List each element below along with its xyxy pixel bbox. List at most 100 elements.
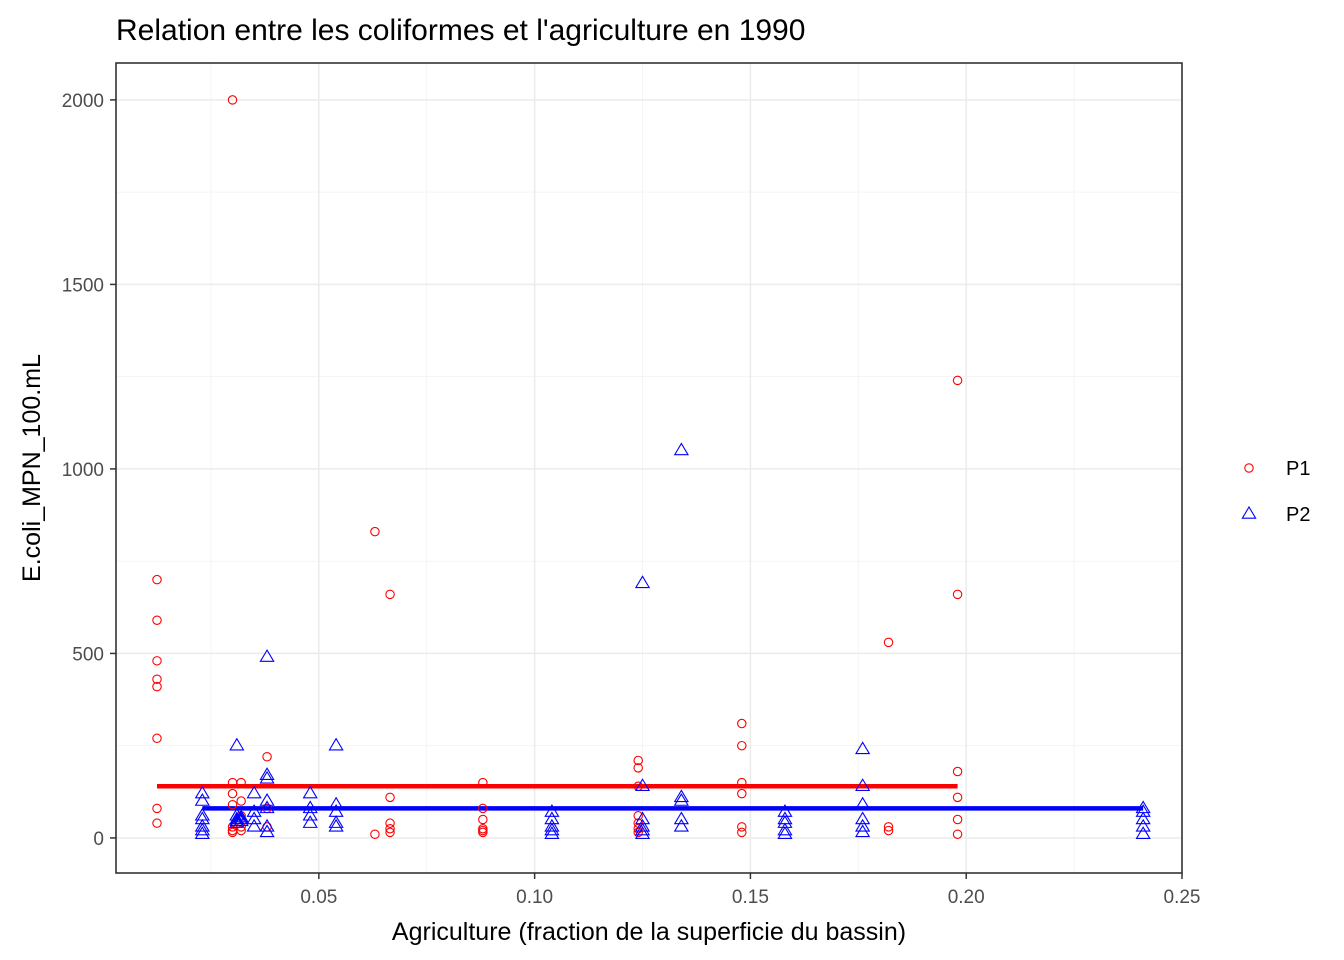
p2-point — [259, 818, 275, 832]
p1-point — [236, 777, 246, 788]
p2-point — [328, 796, 344, 810]
p1-point — [883, 825, 894, 836]
legend-p2-key — [1241, 505, 1257, 519]
p2-point — [259, 824, 275, 838]
gridlines — [116, 63, 1183, 873]
p1-point — [152, 656, 162, 666]
p1-point — [227, 95, 238, 105]
p1-point — [152, 803, 162, 814]
p1-point — [952, 814, 963, 825]
p2-point — [673, 442, 689, 456]
p1-point — [152, 674, 162, 685]
p1-point — [952, 375, 963, 386]
legend: P1 P2 — [1241, 458, 1310, 526]
p2-point — [233, 811, 249, 825]
p1-point — [737, 740, 747, 751]
p2-point — [634, 778, 651, 792]
p1-point — [385, 818, 395, 828]
p1-point — [737, 788, 747, 799]
p1-point — [633, 823, 643, 834]
p2-point — [259, 770, 275, 784]
p2-point — [544, 826, 560, 840]
p1-point — [152, 615, 162, 625]
p2-point — [777, 815, 793, 828]
p2-point — [855, 811, 871, 825]
p1-point — [227, 799, 238, 810]
p2-point — [544, 818, 560, 832]
p1-point — [737, 822, 747, 832]
p2-point — [544, 804, 560, 817]
p2-point — [777, 822, 793, 836]
p2-point — [855, 824, 871, 838]
p2-point — [259, 649, 275, 662]
p1-point — [737, 777, 747, 788]
p1-point — [262, 752, 272, 762]
p2-point — [229, 737, 245, 751]
p2-point — [328, 815, 344, 828]
p2-point — [302, 815, 318, 828]
p2-point — [246, 804, 262, 817]
p1-point — [370, 829, 380, 840]
p1-point — [478, 827, 488, 838]
p2-point — [194, 811, 210, 825]
p1-point — [952, 792, 963, 803]
p1-point — [227, 788, 238, 799]
y-tick-label: 500 — [72, 644, 104, 665]
p2-point — [673, 811, 689, 825]
p2-point — [855, 778, 871, 792]
p2-point — [259, 792, 275, 806]
x-tick-label: 0.15 — [732, 887, 769, 908]
p1-point — [236, 796, 246, 806]
p1-point — [236, 825, 246, 836]
p2-point — [233, 809, 249, 823]
p2-point — [1135, 811, 1151, 825]
p1-point — [385, 827, 395, 838]
p1-point — [385, 589, 395, 600]
p2-point — [1135, 804, 1151, 817]
p1-point — [478, 825, 488, 836]
p2-point — [1135, 818, 1151, 832]
p2-point — [246, 785, 262, 799]
y-tick-label: 2000 — [62, 91, 104, 112]
legend-p1-label: P1 — [1286, 458, 1310, 480]
p1-point — [385, 823, 395, 834]
p1-point — [152, 733, 162, 744]
data-points — [152, 95, 1151, 840]
p1-point — [883, 822, 894, 832]
p2-point — [328, 737, 344, 751]
p1-point — [633, 763, 643, 773]
p2-point — [328, 818, 344, 832]
legend-p2-label: P2 — [1286, 504, 1310, 526]
p2-point — [194, 822, 210, 836]
p2-point — [777, 811, 793, 825]
p2-point — [194, 792, 210, 806]
p1-point — [152, 818, 162, 828]
y-axis-title: E.coli_MPN_100.mL — [18, 354, 46, 582]
x-tick-label: 0.25 — [1164, 887, 1201, 908]
x-axis-title: Agriculture (fraction de la superficie d… — [392, 918, 906, 946]
p2-point — [1135, 826, 1151, 840]
p2-point — [246, 818, 262, 832]
plot-panel-border — [115, 62, 1183, 874]
y-tick-label: 1500 — [62, 275, 104, 296]
p2-point — [544, 811, 560, 825]
p2-point — [855, 818, 871, 832]
p1-point — [883, 637, 894, 648]
p1-point — [952, 829, 963, 840]
p1-point — [737, 718, 747, 729]
p2-point — [544, 822, 560, 836]
p2-point — [634, 822, 651, 836]
p2-point — [194, 785, 210, 799]
p1-point — [478, 777, 488, 788]
x-tick-label: 0.20 — [948, 887, 985, 908]
p1-point — [227, 827, 238, 838]
p1-point — [385, 792, 395, 803]
p2-point — [855, 796, 871, 810]
p2-point — [302, 800, 318, 814]
trend-lines — [157, 784, 1144, 811]
x-tick-label: 0.05 — [300, 887, 337, 908]
p2-point — [259, 800, 275, 814]
p2-point — [673, 792, 689, 806]
p1-point — [952, 589, 963, 600]
